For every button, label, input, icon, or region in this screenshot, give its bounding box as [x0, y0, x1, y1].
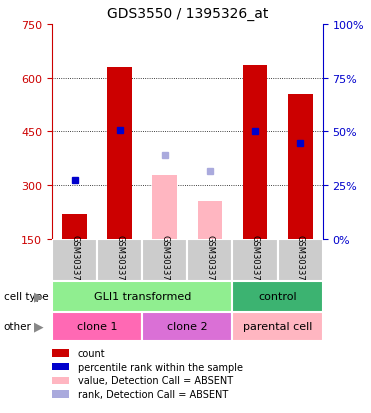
- Text: other: other: [4, 321, 32, 331]
- Bar: [233, 312, 323, 341]
- Bar: [62, 214, 87, 240]
- Bar: [243, 66, 267, 240]
- Text: count: count: [78, 348, 105, 358]
- Bar: [107, 68, 132, 240]
- Text: GLI1 transformed: GLI1 transformed: [93, 291, 191, 301]
- Text: parental cell: parental cell: [243, 321, 312, 331]
- Bar: [197, 202, 222, 240]
- Text: control: control: [258, 291, 297, 301]
- Bar: [142, 312, 233, 341]
- Bar: [97, 240, 142, 281]
- Bar: [278, 240, 323, 281]
- Text: GSM303374: GSM303374: [206, 235, 214, 286]
- Text: GSM303373: GSM303373: [160, 235, 169, 286]
- Bar: [152, 175, 177, 240]
- Bar: [52, 240, 97, 281]
- Bar: [233, 240, 278, 281]
- Text: value, Detection Call = ABSENT: value, Detection Call = ABSENT: [78, 375, 233, 385]
- Bar: [288, 95, 313, 240]
- Text: GSM303371: GSM303371: [70, 235, 79, 286]
- Text: rank, Detection Call = ABSENT: rank, Detection Call = ABSENT: [78, 389, 228, 399]
- Text: GSM303376: GSM303376: [296, 235, 305, 286]
- Bar: [52, 281, 233, 312]
- Title: GDS3550 / 1395326_at: GDS3550 / 1395326_at: [107, 7, 268, 21]
- Text: clone 1: clone 1: [77, 321, 117, 331]
- Bar: [233, 281, 323, 312]
- Bar: [187, 240, 233, 281]
- Bar: [142, 240, 187, 281]
- Text: cell type: cell type: [4, 291, 48, 301]
- Text: clone 2: clone 2: [167, 321, 208, 331]
- Text: GSM303375: GSM303375: [250, 235, 260, 286]
- Text: GSM303372: GSM303372: [115, 235, 124, 286]
- Text: percentile rank within the sample: percentile rank within the sample: [78, 362, 243, 372]
- Text: ▶: ▶: [34, 290, 44, 303]
- Bar: [52, 312, 142, 341]
- Text: ▶: ▶: [34, 320, 44, 333]
